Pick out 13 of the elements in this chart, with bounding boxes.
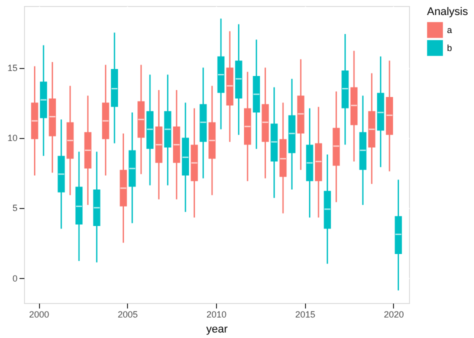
y-tick-label: 10 [7,133,18,144]
x-tick-label: 2005 [118,310,138,320]
x-tick-label: 2010 [206,310,227,320]
x-tick-label: 2000 [29,310,50,320]
legend-label: b [447,43,452,53]
x-axis-title: year [206,324,228,336]
y-tick-label: 15 [7,63,18,74]
y-tick-label: 0 [12,273,18,284]
y-tick-label: 5 [12,203,18,214]
legend-title: Analysis [427,6,468,18]
x-tick-label: 2020 [384,310,404,320]
x-tick-label: 2015 [295,310,316,320]
legend-label: a [447,25,452,35]
